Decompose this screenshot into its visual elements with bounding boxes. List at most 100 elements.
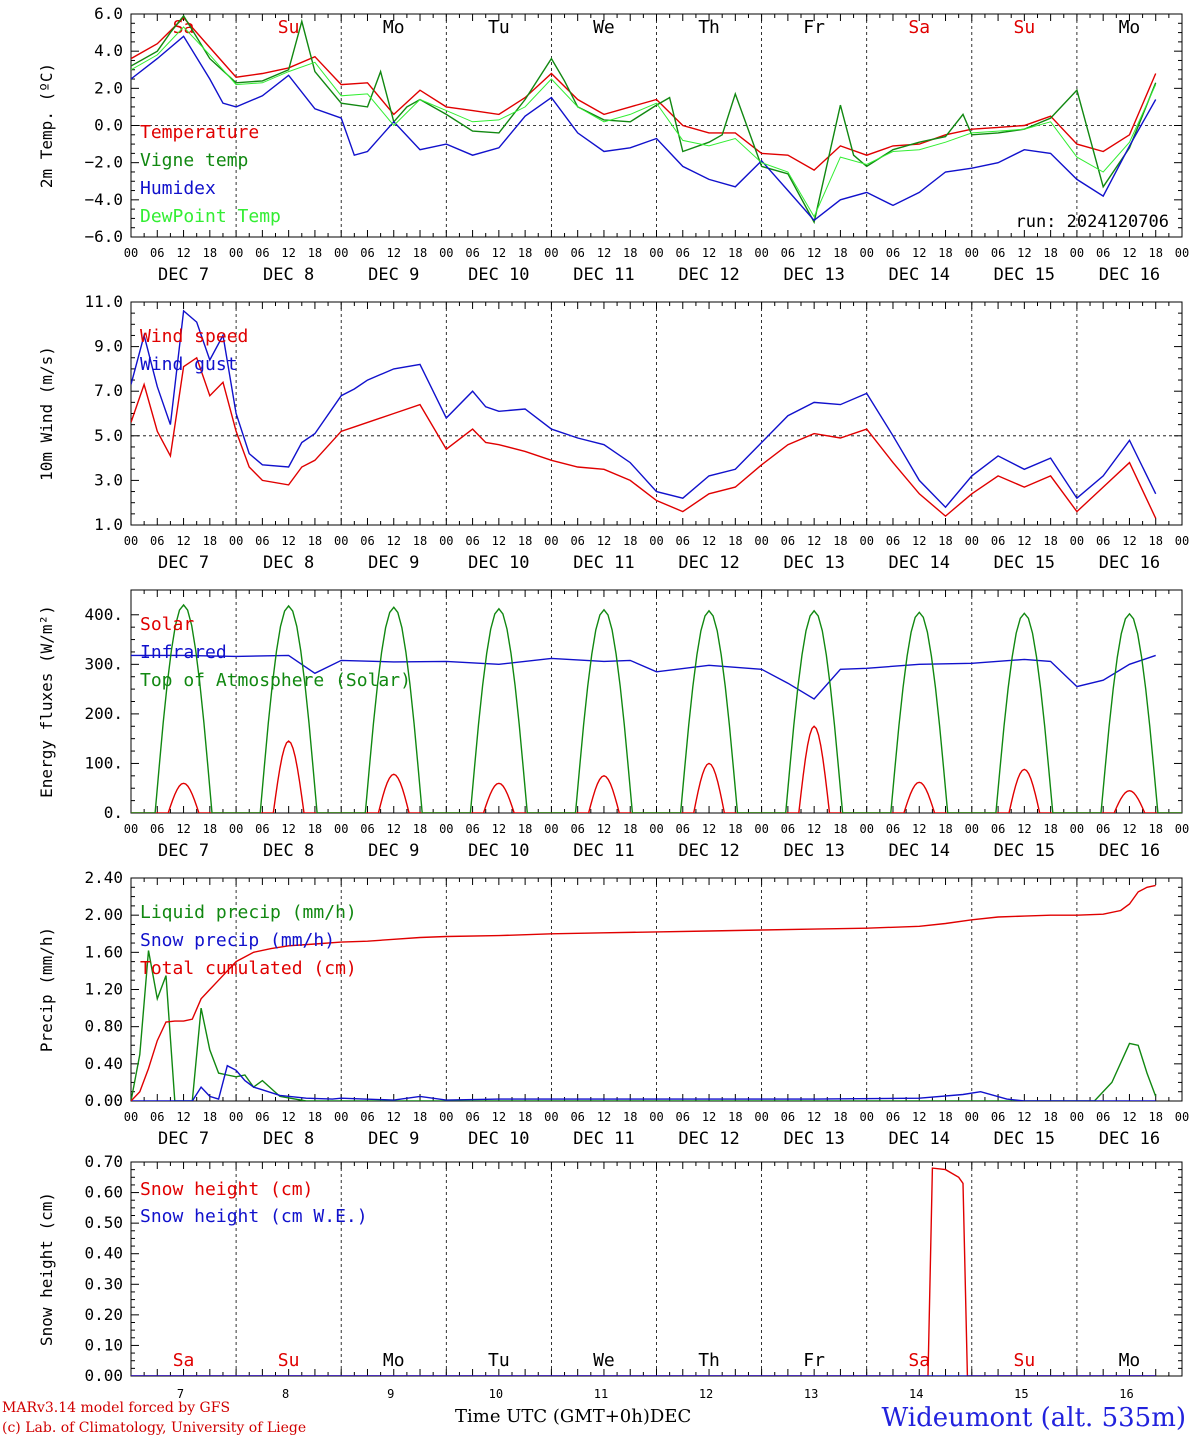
- series-line-dewpoint-temp: [131, 26, 1157, 218]
- day-label: DEC 11: [573, 841, 634, 861]
- hour-tick-label: 18: [203, 822, 217, 836]
- hour-tick-label: 12: [1017, 1110, 1031, 1124]
- hour-tick-label: 12: [702, 1110, 716, 1124]
- day-label: DEC 11: [573, 265, 634, 285]
- hour-tick-label: 18: [623, 534, 637, 548]
- hour-tick-label: 12: [702, 246, 716, 260]
- hour-tick-label: 00: [439, 534, 453, 548]
- hour-tick-label: 06: [886, 534, 900, 548]
- weekday-label: Th: [698, 1350, 720, 1371]
- y-tick-label: 0.20: [84, 1305, 123, 1324]
- hour-tick-label: 12: [912, 1110, 926, 1124]
- hour-tick-label: 12: [281, 534, 295, 548]
- day-label: DEC 14: [889, 265, 950, 285]
- y-tick-label: 2.0: [94, 78, 123, 97]
- series-line-solar: [131, 725, 1182, 813]
- y-tick-label: 0.00: [84, 1091, 123, 1110]
- hour-tick-label: 18: [413, 822, 427, 836]
- day-number-label: 14: [909, 1387, 923, 1401]
- hour-tick-label: 12: [912, 246, 926, 260]
- hour-tick-label: 00: [439, 1110, 453, 1124]
- series-line-humidex: [131, 35, 1157, 222]
- hour-tick-label: 00: [649, 1110, 663, 1124]
- hour-tick-label: 00: [229, 1110, 243, 1124]
- hour-tick-label: 00: [649, 246, 663, 260]
- hour-tick-label: 12: [281, 822, 295, 836]
- hour-tick-label: 12: [702, 822, 716, 836]
- y-tick-label: 11.0: [84, 292, 123, 311]
- legend-entry: Top of Atmosphere (Solar): [140, 670, 411, 691]
- series-line-snow-height-cm-: [131, 1167, 1156, 1376]
- day-label: DEC 10: [468, 1129, 529, 1149]
- hour-tick-label: 18: [728, 822, 742, 836]
- hour-tick-label: 00: [965, 822, 979, 836]
- hour-tick-label: 06: [570, 246, 584, 260]
- footer-model: MARv3.14 model forced by GFS: [2, 1400, 231, 1416]
- hour-tick-label: 18: [308, 246, 322, 260]
- hour-tick-label: 18: [308, 822, 322, 836]
- y-tick-label: −6.0: [84, 227, 123, 246]
- hour-tick-label: 12: [176, 1110, 190, 1124]
- day-number-label: 10: [489, 1387, 503, 1401]
- y-tick-label: 0.: [104, 803, 123, 822]
- hour-tick-label: 06: [1096, 822, 1110, 836]
- series-line-wind-gust: [131, 309, 1157, 509]
- day-label: DEC 12: [678, 1129, 739, 1149]
- hour-tick-label: 06: [360, 822, 374, 836]
- y-tick-label: 0.00: [84, 1366, 123, 1385]
- legend-entry: Humidex: [140, 178, 216, 199]
- hour-tick-label: 18: [1043, 534, 1057, 548]
- y-tick-label: −4.0: [84, 190, 123, 209]
- legend-entry: Infrared: [140, 642, 227, 663]
- hour-tick-label: 12: [1122, 246, 1136, 260]
- hour-tick-label: 18: [413, 534, 427, 548]
- hour-tick-label: 12: [1017, 534, 1031, 548]
- hour-tick-label: 12: [176, 534, 190, 548]
- day-label: DEC 12: [678, 553, 739, 573]
- day-number-label: 9: [387, 1387, 394, 1401]
- footer-copyright: (c) Lab. of Climatology, University of L…: [2, 1420, 307, 1436]
- hour-tick-label: 00: [1070, 822, 1084, 836]
- hour-tick-label: 06: [255, 534, 269, 548]
- hour-tick-label: 06: [1096, 534, 1110, 548]
- legend-entry: Temperature: [140, 122, 259, 143]
- weekday-label: Mo: [1119, 17, 1141, 38]
- hour-tick-label: 00: [124, 246, 138, 260]
- month-label: DEC: [649, 1406, 692, 1427]
- hour-tick-label: 06: [465, 1110, 479, 1124]
- hour-tick-label: 00: [229, 246, 243, 260]
- day-label: DEC 8: [263, 553, 314, 573]
- panel-snow: 0.00 0.10 0.20 0.30 0.40 0.50 0.60 0.70 Snow hei…: [37, 1152, 1183, 1401]
- hour-tick-label: 18: [1148, 534, 1162, 548]
- y-axis-label: Precip (mm/h): [37, 927, 56, 1052]
- weekday-label: Su: [278, 17, 300, 38]
- y-tick-label: 0.80: [84, 1017, 123, 1036]
- hour-tick-label: 12: [807, 822, 821, 836]
- weekday-label: We: [593, 17, 615, 38]
- hour-tick-label: 18: [938, 534, 952, 548]
- hour-tick-label: 12: [1017, 246, 1031, 260]
- series-line-vigne-temp: [131, 14, 1157, 225]
- legend-entry: Snow height (cm W.E.): [140, 1206, 368, 1227]
- hour-tick-label: 00: [334, 822, 348, 836]
- y-tick-label: 300.: [84, 654, 123, 673]
- hour-tick-label: 00: [1070, 534, 1084, 548]
- y-tick-label: 6.0: [94, 4, 123, 23]
- weekday-label: Tu: [488, 17, 510, 38]
- hour-tick-label: 18: [518, 822, 532, 836]
- hour-tick-label: 00: [544, 246, 558, 260]
- hour-tick-label: 06: [150, 1110, 164, 1124]
- day-label: DEC 15: [994, 553, 1055, 573]
- legend-entry: Wind speed: [140, 326, 248, 347]
- day-label: DEC 16: [1099, 841, 1160, 861]
- hour-tick-label: 12: [492, 822, 506, 836]
- hour-tick-label: 06: [465, 534, 479, 548]
- hour-tick-label: 12: [912, 822, 926, 836]
- hour-tick-label: 18: [938, 246, 952, 260]
- hour-tick-label: 12: [176, 822, 190, 836]
- hour-tick-label: 12: [597, 534, 611, 548]
- hour-tick-label: 00: [124, 1110, 138, 1124]
- weekday-label: Mo: [383, 17, 405, 38]
- hour-tick-label: 00: [124, 822, 138, 836]
- y-tick-label: 7.0: [94, 381, 123, 400]
